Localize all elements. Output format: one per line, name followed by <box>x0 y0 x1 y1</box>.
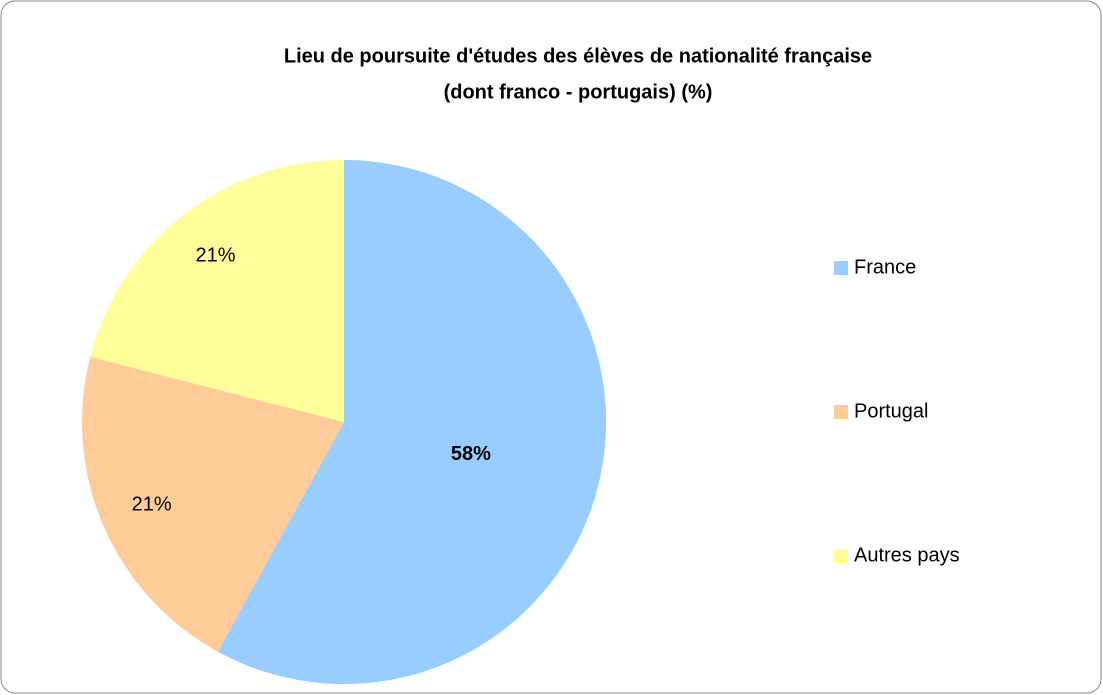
legend-swatch <box>834 405 848 419</box>
chart-title: Lieu de poursuite d'études des élèves de… <box>284 45 872 67</box>
legend-swatch <box>834 549 848 563</box>
pie-slice <box>217 160 606 684</box>
legend-label: Portugal <box>854 400 929 422</box>
data-label: 58% <box>451 443 491 465</box>
legend-label: France <box>854 256 916 278</box>
pie-slice <box>90 160 345 422</box>
chart-title: (dont franco - portugais) (%) <box>444 81 713 103</box>
data-label: 21% <box>132 494 172 516</box>
legend-swatch <box>834 261 848 275</box>
pie-slice <box>81 356 344 652</box>
legend-label: Autres pays <box>854 544 960 566</box>
data-label: 21% <box>196 245 236 267</box>
